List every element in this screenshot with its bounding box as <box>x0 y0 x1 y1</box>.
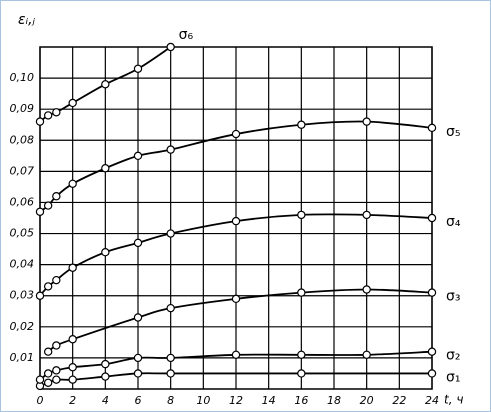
x-tick-label: 8 <box>167 394 174 407</box>
data-point <box>427 347 437 356</box>
data-point <box>297 120 306 129</box>
data-point <box>231 294 241 304</box>
data-point <box>166 369 175 378</box>
data-point <box>35 207 45 216</box>
data-point <box>52 275 61 285</box>
data-point <box>68 263 77 272</box>
data-point <box>166 145 175 154</box>
x-tick-label: 0 <box>37 394 44 407</box>
data-point <box>362 117 371 126</box>
y-tick-label: 0,09 <box>10 102 35 115</box>
data-point <box>35 375 45 384</box>
data-point <box>43 282 53 291</box>
data-point <box>52 341 61 350</box>
data-point <box>101 80 110 89</box>
y-tick-label: 0,10 <box>10 71 35 84</box>
series-label: σ₂ <box>446 348 461 364</box>
data-point <box>68 375 77 384</box>
data-point <box>297 369 306 378</box>
data-point <box>133 64 143 73</box>
data-point <box>362 285 371 294</box>
data-point <box>166 229 175 238</box>
data-point <box>427 288 437 297</box>
data-point <box>133 369 143 378</box>
x-tick-label: 2 <box>69 394 76 407</box>
series-label: σ₄ <box>446 214 461 230</box>
y-tick-label: 0,04 <box>10 258 35 271</box>
data-point <box>52 375 61 384</box>
x-tick-label: 24 <box>425 394 439 407</box>
data-point <box>297 210 306 220</box>
data-point <box>297 288 306 297</box>
x-tick-label: 12 <box>229 394 243 407</box>
data-point <box>43 347 53 356</box>
data-point <box>43 201 53 210</box>
data-point <box>43 369 53 378</box>
data-point <box>166 42 175 52</box>
data-point <box>68 363 77 372</box>
x-axis-label: t, ч <box>444 393 463 407</box>
data-point <box>362 210 371 220</box>
data-point <box>133 313 143 322</box>
data-point <box>133 238 143 248</box>
data-point <box>231 350 241 359</box>
data-point <box>52 366 61 375</box>
data-point <box>68 179 77 188</box>
data-point <box>43 111 53 120</box>
x-tick-label: 18 <box>327 394 341 407</box>
data-point <box>362 350 371 359</box>
data-point <box>166 303 175 313</box>
series-label: σ₁ <box>446 369 461 385</box>
data-point <box>101 247 110 257</box>
data-point <box>166 353 175 363</box>
y-tick-label: 0,05 <box>10 227 35 240</box>
y-axis-label: εᵢ,ⱼ <box>18 12 36 28</box>
y-tick-label: 0,07 <box>10 164 35 177</box>
data-point <box>101 164 110 173</box>
data-point <box>68 335 77 344</box>
data-point <box>297 350 306 359</box>
x-tick-label: 14 <box>262 394 276 407</box>
x-tick-label: 10 <box>196 394 210 407</box>
data-point <box>427 213 437 223</box>
data-point <box>35 291 45 300</box>
series-label: σ₅ <box>446 124 461 140</box>
data-point <box>68 98 77 108</box>
series-label: σ₆ <box>179 27 194 43</box>
data-point <box>427 369 437 378</box>
x-tick-label: 4 <box>102 394 109 407</box>
data-point <box>52 108 61 117</box>
x-tick-label: 6 <box>135 394 142 407</box>
x-tick-label: 16 <box>294 394 308 407</box>
data-point <box>101 359 110 369</box>
data-point <box>231 216 241 226</box>
data-point <box>35 117 45 126</box>
y-tick-label: 0,08 <box>10 133 35 146</box>
y-tick-label: 0,06 <box>10 195 35 208</box>
y-tick-label: 0,02 <box>10 320 35 333</box>
data-point <box>231 129 241 139</box>
y-tick-label: 0,01 <box>10 351 35 364</box>
series-label: σ₃ <box>446 289 461 305</box>
data-point <box>43 378 53 387</box>
x-tick-label: 22 <box>392 394 406 407</box>
data-point <box>427 123 437 133</box>
data-point <box>52 192 61 201</box>
x-tick-label: 20 <box>360 394 374 407</box>
data-point <box>133 353 143 363</box>
y-tick-label: 0,03 <box>10 289 35 302</box>
data-point <box>133 151 143 161</box>
data-point <box>101 372 110 381</box>
